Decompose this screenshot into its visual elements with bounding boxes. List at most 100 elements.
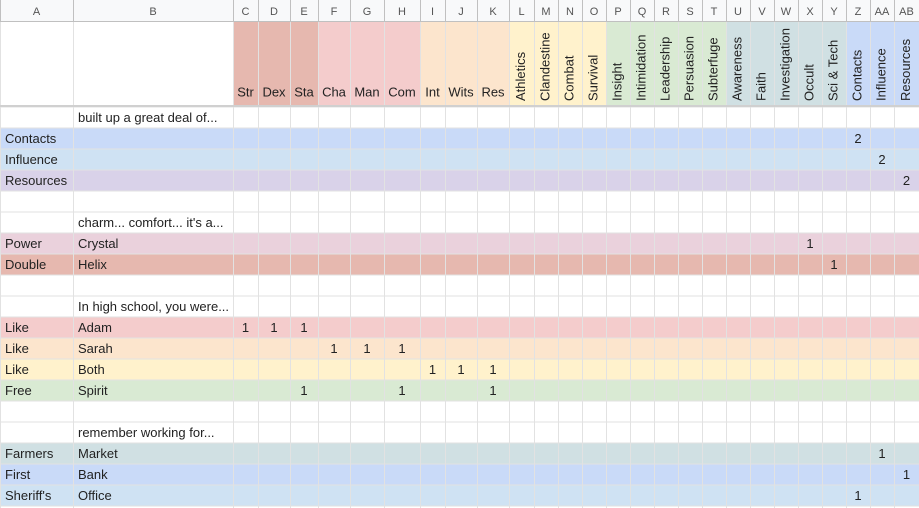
- column-letter[interactable]: S: [686, 6, 693, 18]
- header-cell: [654, 22, 678, 105]
- header-cell: [233, 22, 258, 105]
- row-fill: [0, 170, 919, 191]
- cell-text[interactable]: Power: [5, 236, 43, 251]
- row-fill: [0, 149, 919, 170]
- column-letter[interactable]: J: [458, 6, 464, 18]
- header-cell: [702, 22, 726, 105]
- header-cell: [258, 22, 290, 105]
- cell-text[interactable]: Helix: [78, 257, 107, 272]
- cell-value[interactable]: 1: [457, 362, 464, 377]
- header-cell: [630, 22, 654, 105]
- cell-value[interactable]: 2: [878, 152, 885, 167]
- row-fill: [0, 233, 919, 254]
- cell-text[interactable]: Crystal: [78, 236, 119, 251]
- cell-value[interactable]: 1: [489, 362, 496, 377]
- column-letter[interactable]: P: [614, 6, 621, 18]
- cell-text[interactable]: Free: [5, 383, 32, 398]
- column-letter[interactable]: Y: [830, 6, 838, 18]
- cell-text[interactable]: remember working for...: [78, 425, 215, 440]
- cell-text[interactable]: Resources: [5, 173, 68, 188]
- cell-value[interactable]: 1: [830, 257, 837, 272]
- cell-text[interactable]: Sarah: [78, 341, 113, 356]
- cell-text[interactable]: Both: [78, 362, 105, 377]
- cell-text[interactable]: Farmers: [5, 446, 54, 461]
- cell-value[interactable]: 1: [878, 446, 885, 461]
- column-letter[interactable]: Q: [638, 6, 647, 18]
- header-cell: [509, 22, 534, 105]
- cell-value[interactable]: 1: [300, 383, 307, 398]
- header-cell: [384, 22, 420, 105]
- cell-value[interactable]: 2: [903, 173, 910, 188]
- column-letter[interactable]: Z: [855, 6, 862, 18]
- cell-value[interactable]: 1: [330, 341, 337, 356]
- cell-value[interactable]: 1: [854, 488, 861, 503]
- column-letter[interactable]: AB: [899, 6, 914, 18]
- cell-text[interactable]: Like: [5, 362, 29, 377]
- header-cell: [582, 22, 606, 105]
- column-letter[interactable]: A: [33, 6, 41, 18]
- cell-value[interactable]: 1: [363, 341, 370, 356]
- column-letter[interactable]: K: [489, 6, 497, 18]
- column-letter[interactable]: C: [242, 6, 250, 18]
- cell-value[interactable]: 1: [300, 320, 307, 335]
- row-fill: [0, 359, 919, 380]
- header-label: Combat: [561, 55, 576, 101]
- cell-text[interactable]: Adam: [78, 320, 112, 335]
- column-letter[interactable]: E: [300, 6, 307, 18]
- cell-text[interactable]: Like: [5, 341, 29, 356]
- cell-text[interactable]: Bank: [78, 467, 108, 482]
- cell-text[interactable]: Sheriff's: [5, 488, 52, 503]
- header-label: Clandestine: [537, 32, 552, 101]
- header-label: Subterfuge: [705, 37, 720, 101]
- cell-value[interactable]: 1: [398, 383, 405, 398]
- column-letter[interactable]: T: [711, 6, 718, 18]
- cell-value[interactable]: 1: [429, 362, 436, 377]
- cell-text[interactable]: charm... comfort... it's a...: [78, 215, 224, 230]
- column-letter[interactable]: L: [518, 6, 524, 18]
- column-letter[interactable]: AA: [875, 6, 890, 18]
- header-cell: [477, 22, 509, 105]
- cell-value[interactable]: 2: [854, 131, 861, 146]
- cell-value[interactable]: 1: [806, 236, 813, 251]
- column-letter[interactable]: I: [431, 6, 434, 18]
- header-label: Faith: [753, 72, 768, 101]
- cell-text[interactable]: Influence: [5, 152, 58, 167]
- cell-text[interactable]: Like: [5, 320, 29, 335]
- cell-value[interactable]: 1: [242, 320, 249, 335]
- column-letter[interactable]: N: [566, 6, 574, 18]
- cell-text[interactable]: Double: [5, 257, 46, 272]
- column-letter[interactable]: U: [734, 6, 742, 18]
- cell-value[interactable]: 1: [398, 341, 405, 356]
- header-label: Str: [237, 84, 254, 99]
- cell-text[interactable]: Office: [78, 488, 112, 503]
- cell-text[interactable]: Market: [78, 446, 118, 461]
- column-letter[interactable]: R: [662, 6, 670, 18]
- header-label: Investigation: [777, 28, 792, 101]
- header-cell: [678, 22, 702, 105]
- cell-text[interactable]: First: [5, 467, 31, 482]
- column-letter[interactable]: O: [590, 6, 599, 18]
- header-cell: [846, 22, 870, 105]
- cell-text[interactable]: built up a great deal of...: [78, 110, 217, 125]
- frozen-divider: [0, 105, 919, 107]
- column-letter[interactable]: B: [149, 6, 156, 18]
- column-letter[interactable]: G: [363, 6, 372, 18]
- column-letter[interactable]: D: [270, 6, 278, 18]
- header-label: Leadership: [657, 37, 672, 101]
- header-cell: [750, 22, 774, 105]
- cell-text[interactable]: Spirit: [78, 383, 108, 398]
- cell-text[interactable]: In high school, you were...: [78, 299, 229, 314]
- column-letter[interactable]: M: [541, 6, 550, 18]
- cell-value[interactable]: 1: [489, 383, 496, 398]
- column-letter[interactable]: H: [398, 6, 406, 18]
- cell-text[interactable]: Contacts: [5, 131, 57, 146]
- column-letter[interactable]: W: [781, 6, 792, 18]
- column-letter[interactable]: V: [758, 6, 766, 18]
- column-letter[interactable]: X: [806, 6, 814, 18]
- column-letter[interactable]: F: [331, 6, 338, 18]
- row-fill: [0, 254, 919, 275]
- header-cell: [894, 22, 919, 105]
- cell-value[interactable]: 1: [270, 320, 277, 335]
- cell-value[interactable]: 1: [903, 467, 910, 482]
